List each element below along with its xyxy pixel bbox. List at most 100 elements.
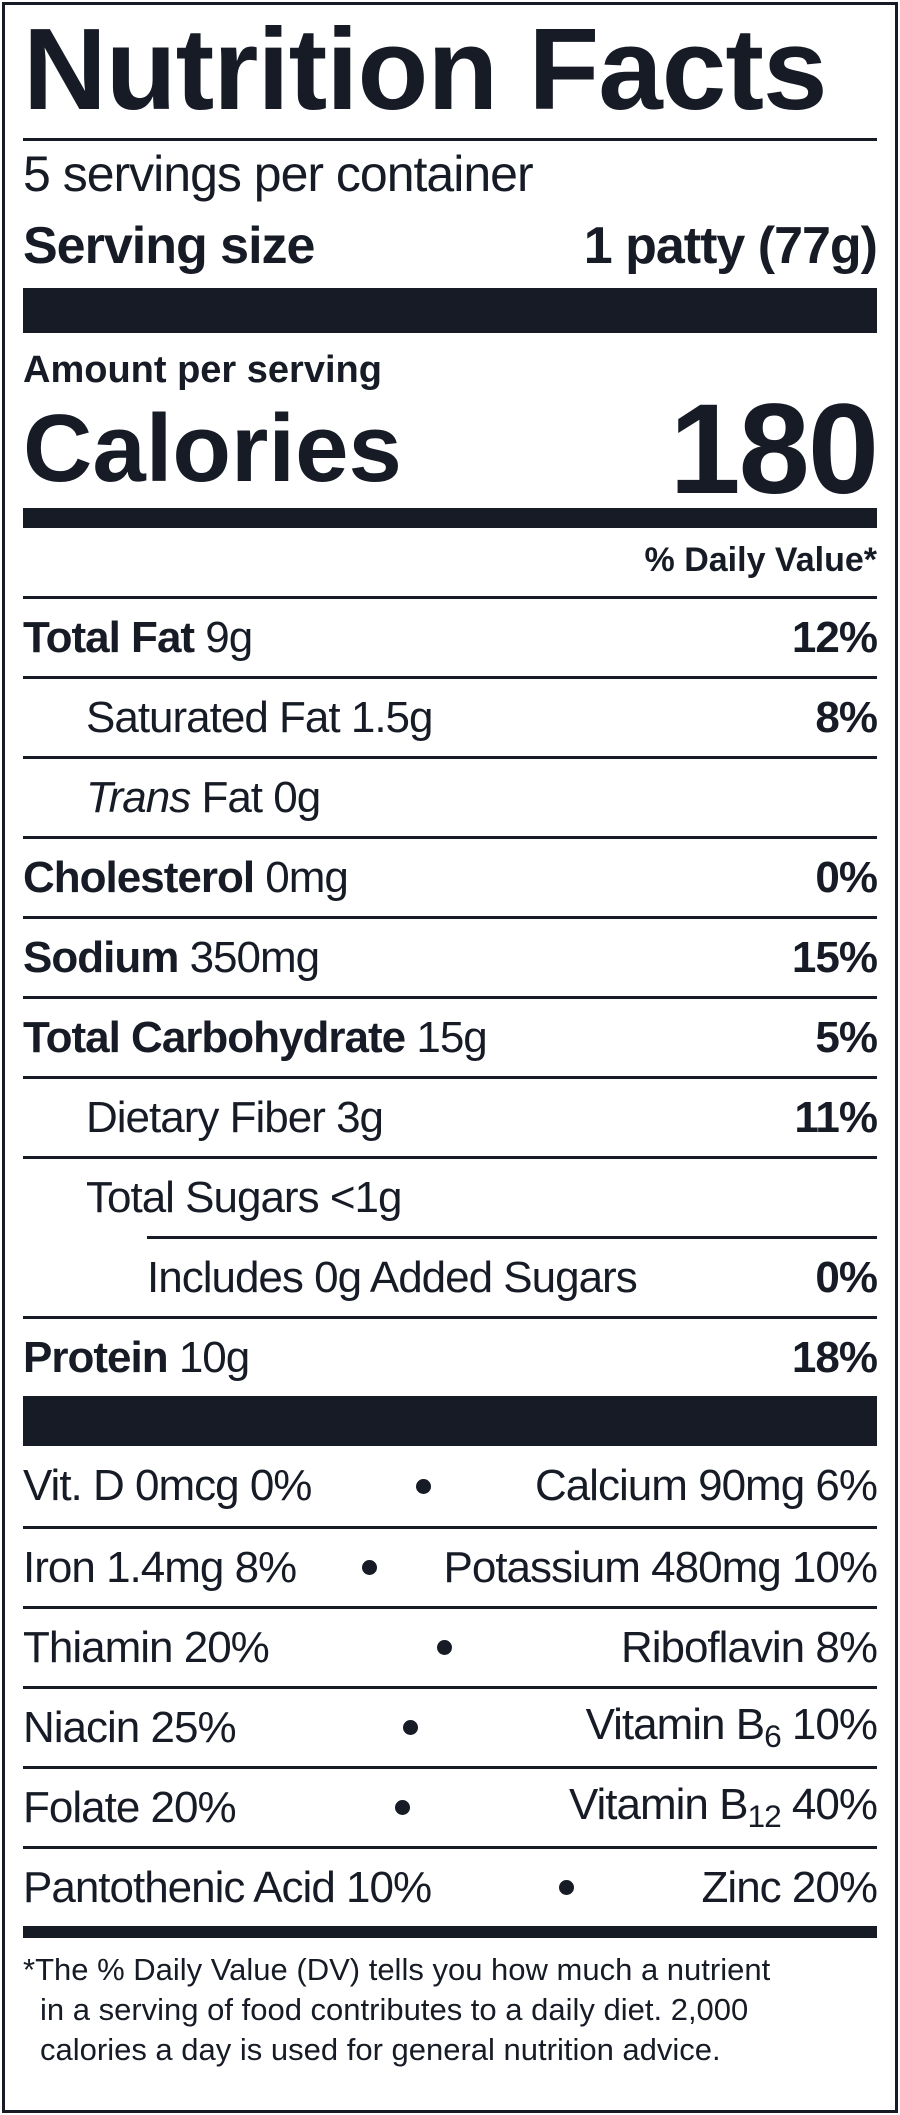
nutrient-row: Cholesterol 0mg 0% [23, 836, 878, 916]
vitamin-name: Iron [23, 1542, 96, 1592]
nutrient-row: Trans Fat 0g [23, 756, 877, 836]
daily-value: 12% [791, 612, 878, 662]
vitamin-amount: 10% [346, 1862, 432, 1912]
nutrient-row: Total Carbohydrate 15g 5% [23, 996, 878, 1076]
calories-label: Calories [23, 395, 402, 502]
rule [23, 138, 877, 141]
footer-bar [23, 1926, 877, 1938]
nutrient-amount: 15g [416, 1012, 487, 1062]
nutrient-name: Total Carbohydrate 15g [23, 1012, 488, 1063]
nutrient-amount: 9g [205, 612, 253, 662]
nutrient-name: Dietary Fiber 3g [86, 1092, 384, 1143]
nutrient-row: Includes 0g Added Sugars 0% [147, 1236, 878, 1316]
daily-value: 15% [791, 932, 878, 982]
bullet [415, 1478, 431, 1494]
vitamins: Vit. D 0mcg 0% Calcium 90mg 6% Iron 1.4mg … [23, 1446, 878, 1926]
vitamin: Vitamin B12 40% [568, 1780, 878, 1835]
bullet [437, 1640, 453, 1655]
vitamin: Zinc 20% [701, 1862, 878, 1913]
bullet [362, 1560, 378, 1575]
vitamin-amount: 0mcg 0% [135, 1461, 312, 1510]
nutrient-label: Includes 0g Added Sugars [147, 1252, 638, 1302]
vitamin-name: Vit. D [23, 1461, 125, 1510]
vitamin-subscript: 6 [764, 1717, 782, 1754]
nutrient-name: Includes 0g Added Sugars [147, 1252, 638, 1303]
vitamin: Calcium 90mg 6% [534, 1461, 878, 1511]
vitamin: Thiamin 20% [23, 1622, 270, 1673]
calories-row: Calories 180 [23, 378, 879, 521]
nutrient-row: Total Fat 9g 12% [23, 596, 878, 676]
vitamin-name: Calcium [534, 1461, 688, 1510]
nutrient-name-italic: Trans [86, 772, 191, 822]
nutrient-name: Total Fat 9g [23, 612, 253, 663]
nutrient-name: Cholesterol 0mg [23, 852, 349, 903]
vitamin-name: Niacin [23, 1702, 140, 1752]
vitamin-row: Folate 20% Vitamin B12 40% [23, 1766, 878, 1846]
daily-value: 0% [815, 852, 878, 902]
bullet [403, 1720, 419, 1735]
title: Nutrition Facts [23, 4, 827, 134]
nutrient-row: Saturated Fat 1.5g 8% [23, 676, 878, 756]
daily-value: 18% [791, 1332, 878, 1382]
nutrient-label: Saturated Fat [86, 692, 341, 742]
vitamin-name: Folate [23, 1782, 140, 1832]
vitamin-amount: 20% [150, 1782, 237, 1832]
nutrient-amount: <1g [329, 1172, 403, 1222]
vitamin-amount: 90mg 6% [698, 1461, 878, 1510]
vitamin-amount: 20% [791, 1862, 878, 1912]
nutrient-amount: 0g [273, 772, 321, 822]
vitamin-amount: 480mg 10% [651, 1542, 878, 1592]
vitamin: Riboflavin 8% [620, 1622, 878, 1673]
vitamin-amount: 8% [815, 1622, 878, 1672]
serving-size-label: Serving size [23, 216, 315, 275]
daily-value: 8% [815, 692, 878, 742]
daily-value: 11% [794, 1092, 878, 1142]
vitamin: Folate 20% [23, 1782, 237, 1833]
thick-bar [23, 288, 877, 333]
thick-bar [23, 1396, 877, 1446]
vitamin-subscript: 12 [747, 1797, 781, 1834]
vitamin-amount: 10% [791, 1700, 878, 1750]
nutrient-amount: 3g [336, 1092, 384, 1142]
nutrient-name: Protein 10g [23, 1332, 250, 1383]
daily-value: 5% [815, 1012, 878, 1062]
vitamin-name: Vitamin B [568, 1780, 748, 1830]
nutrient-row: Protein 10g 18% [23, 1316, 878, 1396]
nutrient-name: Trans Fat 0g [86, 772, 321, 823]
nutrient-row: Sodium 350mg 15% [23, 916, 878, 996]
vitamin: Potassium 480mg 10% [444, 1542, 878, 1593]
footnote-line: calories a day is used for general nutri… [40, 2032, 721, 2067]
vitamin: Niacin 25% [23, 1702, 237, 1753]
nutrient-label: Sodium [23, 932, 179, 982]
nutrient-label: Cholesterol [23, 852, 255, 902]
nutrient-label: Total Sugars [86, 1172, 320, 1222]
vitamin-row: Niacin 25% Vitamin B6 10% [23, 1686, 878, 1766]
vitamin: Vitamin B6 10% [586, 1700, 878, 1755]
vitamin: Vit. D 0mcg 0% [23, 1461, 312, 1511]
nutrient-amount: 0mg [265, 852, 349, 902]
vitamin: Pantothenic Acid 10% [23, 1862, 432, 1913]
vitamin: Iron 1.4mg 8% [23, 1542, 297, 1593]
nutrient-amount: 350mg [189, 932, 321, 982]
vitamin-row: Iron 1.4mg 8% Potassium 480mg 10% [23, 1526, 878, 1606]
servings: 5 servings per container [23, 146, 534, 202]
nutrient-label: Fat [201, 772, 263, 822]
vitamin-name: Riboflavin [620, 1622, 805, 1672]
vitamin-name: Pantothenic Acid [23, 1862, 336, 1912]
bullet [394, 1800, 410, 1815]
vitamin-row: Pantothenic Acid 10% Zinc 20% [23, 1846, 878, 1926]
footnote-line: *The % Daily Value (DV) tells you how mu… [23, 1952, 771, 1987]
vitamin-row: Thiamin 20% Riboflavin 8% [23, 1606, 878, 1686]
serving-size: Serving size 1 patty (77g) [23, 203, 878, 288]
vitamin-name: Thiamin [23, 1622, 173, 1672]
vitamin-name: Zinc [701, 1862, 782, 1912]
nutrient-amount: 10g [178, 1332, 250, 1382]
footnote: *The % Daily Value (DV) tells you how mu… [23, 1938, 877, 2070]
nutrient-label: Protein [23, 1332, 169, 1382]
vitamin-amount: 25% [150, 1702, 237, 1752]
nutrient-row: Dietary Fiber 3g 11% [23, 1076, 878, 1156]
nutrient-amount: 1.5g [350, 692, 434, 742]
